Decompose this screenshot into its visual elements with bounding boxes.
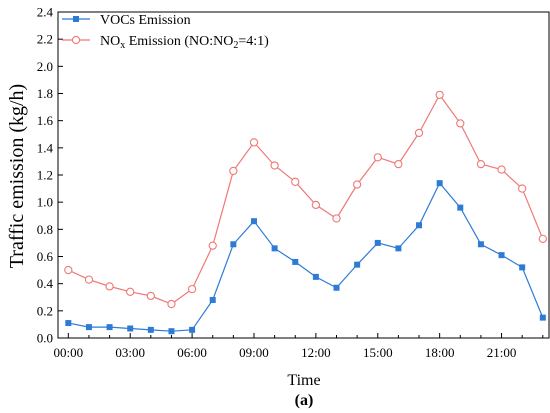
data-point-nox [187, 284, 197, 294]
data-point-nox [538, 234, 547, 243]
data-point-vocs [65, 320, 72, 327]
x-tick-label: 03:00 [115, 345, 145, 360]
data-point-vocs [416, 222, 423, 229]
y-tick-label: 0.0 [37, 331, 53, 346]
data-point-nox [126, 287, 135, 296]
y-tick-label: 1.0 [37, 195, 53, 210]
data-point-vocs [271, 245, 278, 252]
x-tick-label: 21:00 [487, 345, 517, 360]
data-point-vocs [209, 296, 216, 303]
data-point-vocs [147, 326, 154, 333]
data-point-nox [105, 282, 114, 291]
y-tick-label: 0.6 [37, 249, 54, 264]
x-tick-label: 09:00 [239, 345, 269, 360]
legend-nox-b: x [120, 40, 125, 51]
series-vocs [65, 180, 546, 335]
x-tick-label: 06:00 [177, 345, 207, 360]
y-tick-label: 0.4 [37, 276, 54, 291]
data-point-nox [352, 180, 362, 189]
data-point-vocs [457, 204, 464, 211]
y-tick-label: 2.0 [37, 59, 53, 74]
legend-nox-c: Emission (NO:NO [125, 34, 233, 49]
data-point-nox [229, 166, 238, 176]
y-tick-label: 1.6 [37, 113, 54, 128]
data-point-nox [373, 153, 382, 162]
y-tick-label: 2.4 [37, 5, 54, 20]
data-point-nox [146, 291, 155, 301]
legend-nox-a: NO [100, 34, 120, 49]
data-point-nox [291, 177, 300, 186]
y-tick-label: 1.2 [37, 168, 53, 183]
x-tick-label: 00:00 [54, 345, 84, 360]
data-point-nox [270, 161, 279, 170]
x-tick-label: 18:00 [425, 345, 455, 360]
data-point-nox [476, 159, 486, 169]
data-point-vocs [333, 284, 340, 291]
data-point-nox [518, 184, 527, 193]
data-point-vocs [395, 245, 402, 252]
data-point-vocs [374, 239, 381, 246]
y-axis-ticks: 0.0 0.2 0.4 0.6 0.8 1.0 1.2 1.4 1.6 1.8 2.0 2.2 2.4 [37, 5, 63, 346]
figure-caption: (a) [295, 392, 314, 409]
x-axis-ticks: 00:00 03:00 06:00 09:00 12:00 15:00 18:00 21:00 [54, 333, 544, 360]
data-point-vocs [189, 326, 196, 333]
data-point-vocs [230, 241, 237, 248]
data-point-vocs [85, 324, 92, 331]
legend-label-nox: NOx Emission (NO:NO2=4:1) [100, 34, 269, 51]
data-point-nox [414, 128, 424, 138]
series-layer [64, 90, 547, 335]
data-point-vocs [519, 264, 526, 271]
data-point-nox [456, 119, 465, 128]
data-point-vocs [498, 252, 505, 259]
data-point-nox [435, 90, 444, 100]
data-point-nox [64, 265, 73, 275]
x-tick-label: 12:00 [301, 345, 331, 360]
legend-label-vocs: VOCs Emission [100, 13, 191, 28]
data-point-vocs [354, 261, 361, 268]
data-point-nox [208, 241, 217, 250]
data-point-vocs [436, 180, 443, 187]
y-tick-label: 0.8 [37, 222, 53, 237]
y-axis-title: Traffic emission (kg/h) [6, 84, 28, 268]
series-line-vocs [68, 182, 544, 332]
data-point-vocs [168, 328, 175, 335]
data-point-vocs [477, 241, 484, 248]
data-point-vocs [312, 273, 319, 280]
y-tick-label: 1.4 [37, 140, 54, 155]
legend-marker-vocs [73, 16, 79, 22]
series-line-nox [68, 93, 544, 305]
data-point-nox [249, 138, 259, 147]
y-tick-label: 0.2 [37, 303, 53, 318]
x-axis-title: Time [287, 372, 320, 389]
data-point-vocs [292, 258, 299, 265]
data-point-nox [311, 200, 321, 210]
data-point-nox [394, 159, 403, 169]
x-tick-label: 15:00 [363, 345, 393, 360]
data-point-vocs [106, 324, 113, 331]
data-point-vocs [250, 218, 257, 225]
data-point-nox [167, 299, 176, 309]
y-tick-label: 2.2 [37, 32, 53, 47]
data-point-vocs [127, 325, 134, 332]
legend: VOCs Emission NOx Emission (NO:NO2=4:1) [62, 13, 269, 51]
legend-marker-nox [71, 35, 81, 45]
legend-nox-d: 2 [233, 40, 238, 51]
data-point-nox [332, 214, 341, 223]
legend-nox-e: =4:1) [238, 34, 269, 49]
data-point-nox [84, 275, 94, 284]
data-point-vocs [539, 314, 546, 321]
y-tick-label: 1.8 [37, 86, 53, 101]
data-point-nox [497, 165, 506, 174]
series-nox [64, 90, 547, 309]
